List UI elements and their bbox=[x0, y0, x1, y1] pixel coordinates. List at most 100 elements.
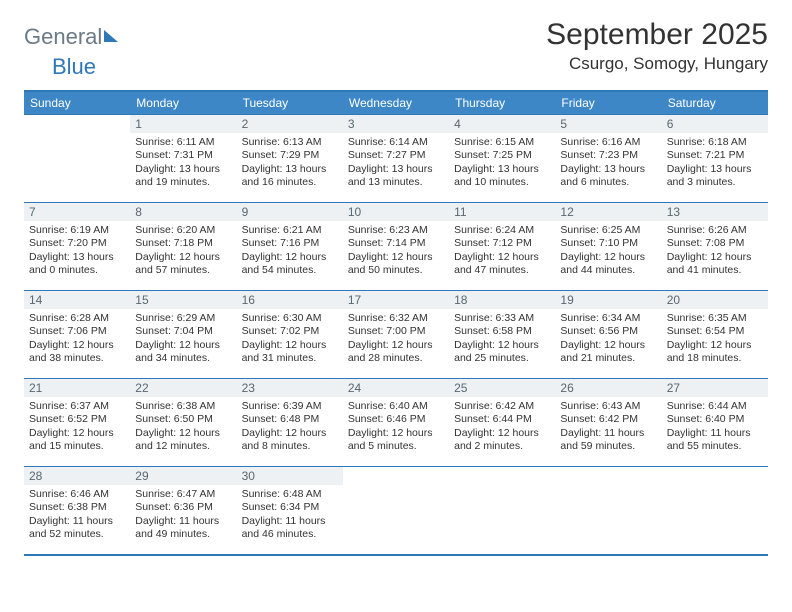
calendar-cell: 4Sunrise: 6:15 AMSunset: 7:25 PMDaylight… bbox=[449, 115, 555, 203]
day-info: Sunrise: 6:14 AMSunset: 7:27 PMDaylight:… bbox=[343, 133, 449, 194]
sunset-text: Sunset: 7:16 PM bbox=[242, 237, 338, 250]
sunset-text: Sunset: 6:46 PM bbox=[348, 413, 444, 426]
calendar-cell: 20Sunrise: 6:35 AMSunset: 6:54 PMDayligh… bbox=[662, 291, 768, 379]
day-info: Sunrise: 6:24 AMSunset: 7:12 PMDaylight:… bbox=[449, 221, 555, 282]
day-number: 20 bbox=[662, 291, 768, 309]
day-number: 21 bbox=[24, 379, 130, 397]
sunset-text: Sunset: 7:27 PM bbox=[348, 149, 444, 162]
sunset-text: Sunset: 6:52 PM bbox=[29, 413, 125, 426]
calendar-week-row: 28Sunrise: 6:46 AMSunset: 6:38 PMDayligh… bbox=[24, 467, 768, 555]
daylight-text: Daylight: 13 hours and 0 minutes. bbox=[29, 251, 125, 278]
day-info: Sunrise: 6:15 AMSunset: 7:25 PMDaylight:… bbox=[449, 133, 555, 194]
day-number: 13 bbox=[662, 203, 768, 221]
sunrise-text: Sunrise: 6:18 AM bbox=[667, 136, 763, 149]
daylight-text: Daylight: 12 hours and 31 minutes. bbox=[242, 339, 338, 366]
daylight-text: Daylight: 12 hours and 41 minutes. bbox=[667, 251, 763, 278]
sunset-text: Sunset: 6:54 PM bbox=[667, 325, 763, 338]
daylight-text: Daylight: 12 hours and 44 minutes. bbox=[560, 251, 656, 278]
sunrise-text: Sunrise: 6:28 AM bbox=[29, 312, 125, 325]
day-info: Sunrise: 6:21 AMSunset: 7:16 PMDaylight:… bbox=[237, 221, 343, 282]
calendar-week-row: .1Sunrise: 6:11 AMSunset: 7:31 PMDayligh… bbox=[24, 115, 768, 203]
sunrise-text: Sunrise: 6:16 AM bbox=[560, 136, 656, 149]
calendar-cell: . bbox=[555, 467, 661, 555]
month-title: September 2025 bbox=[546, 18, 768, 52]
day-number: 26 bbox=[555, 379, 661, 397]
calendar-cell: 26Sunrise: 6:43 AMSunset: 6:42 PMDayligh… bbox=[555, 379, 661, 467]
sunrise-text: Sunrise: 6:15 AM bbox=[454, 136, 550, 149]
weekday-header: Sunday bbox=[24, 91, 130, 115]
day-number: 16 bbox=[237, 291, 343, 309]
calendar-cell: 12 Sunrise: 6:25 AMSunset: 7:10 PMDayligh… bbox=[555, 203, 661, 291]
sunset-text: Sunset: 7:00 PM bbox=[348, 325, 444, 338]
day-info: Sunrise: 6:42 AMSunset: 6:44 PMDaylight:… bbox=[449, 397, 555, 458]
calendar-cell: 18Sunrise: 6:33 AMSunset: 6:58 PMDayligh… bbox=[449, 291, 555, 379]
calendar-cell: 6Sunrise: 6:18 AMSunset: 7:21 PMDaylight… bbox=[662, 115, 768, 203]
sunset-text: Sunset: 6:58 PM bbox=[454, 325, 550, 338]
daylight-text: Daylight: 12 hours and 38 minutes. bbox=[29, 339, 125, 366]
daylight-text: Daylight: 11 hours and 46 minutes. bbox=[242, 515, 338, 542]
sunrise-text: Sunrise: 6:13 AM bbox=[242, 136, 338, 149]
calendar-cell: 19Sunrise: 6:34 AMSunset: 6:56 PMDayligh… bbox=[555, 291, 661, 379]
sunset-text: Sunset: 7:23 PM bbox=[560, 149, 656, 162]
logo-triangle-icon bbox=[104, 30, 118, 42]
daylight-text: Daylight: 12 hours and 21 minutes. bbox=[560, 339, 656, 366]
sunset-text: Sunset: 7:14 PM bbox=[348, 237, 444, 250]
sunrise-text: Sunrise: 6:43 AM bbox=[560, 400, 656, 413]
sunrise-text: Sunrise: 6:23 AM bbox=[348, 224, 444, 237]
calendar-cell: 11Sunrise: 6:24 AMSunset: 7:12 PMDayligh… bbox=[449, 203, 555, 291]
sunrise-text: Sunrise: 6:21 AM bbox=[242, 224, 338, 237]
calendar-week-row: 21Sunrise: 6:37 AMSunset: 6:52 PMDayligh… bbox=[24, 379, 768, 467]
sunset-text: Sunset: 7:29 PM bbox=[242, 149, 338, 162]
sunset-text: Sunset: 7:20 PM bbox=[29, 237, 125, 250]
sunrise-text: Sunrise: 6:35 AM bbox=[667, 312, 763, 325]
weekday-header: Monday bbox=[130, 91, 236, 115]
day-number: 11 bbox=[449, 203, 555, 221]
day-info: Sunrise: 6:37 AMSunset: 6:52 PMDaylight:… bbox=[24, 397, 130, 458]
sunset-text: Sunset: 7:18 PM bbox=[135, 237, 231, 250]
sunset-text: Sunset: 7:10 PM bbox=[560, 237, 656, 250]
calendar-table: Sunday Monday Tuesday Wednesday Thursday… bbox=[24, 90, 768, 556]
sunset-text: Sunset: 6:44 PM bbox=[454, 413, 550, 426]
day-number: 4 bbox=[449, 115, 555, 133]
daylight-text: Daylight: 12 hours and 12 minutes. bbox=[135, 427, 231, 454]
day-number: 27 bbox=[662, 379, 768, 397]
day-info: Sunrise: 6:35 AMSunset: 6:54 PMDaylight:… bbox=[662, 309, 768, 370]
sunrise-text: Sunrise: 6:47 AM bbox=[135, 488, 231, 501]
sunrise-text: Sunrise: 6:25 AM bbox=[560, 224, 656, 237]
calendar-cell: 9Sunrise: 6:21 AMSunset: 7:16 PMDaylight… bbox=[237, 203, 343, 291]
daylight-text: Daylight: 12 hours and 25 minutes. bbox=[454, 339, 550, 366]
sunset-text: Sunset: 6:48 PM bbox=[242, 413, 338, 426]
calendar-cell: . bbox=[24, 115, 130, 203]
day-number: 12 bbox=[555, 203, 661, 221]
day-info: Sunrise: 6:29 AMSunset: 7:04 PMDaylight:… bbox=[130, 309, 236, 370]
location-text: Csurgo, Somogy, Hungary bbox=[546, 54, 768, 74]
sunrise-text: Sunrise: 6:30 AM bbox=[242, 312, 338, 325]
daylight-text: Daylight: 12 hours and 15 minutes. bbox=[29, 427, 125, 454]
sunrise-text: Sunrise: 6:40 AM bbox=[348, 400, 444, 413]
day-number: 29 bbox=[130, 467, 236, 485]
daylight-text: Daylight: 11 hours and 52 minutes. bbox=[29, 515, 125, 542]
day-info: Sunrise: 6:23 AMSunset: 7:14 PMDaylight:… bbox=[343, 221, 449, 282]
day-info: Sunrise: 6:43 AMSunset: 6:42 PMDaylight:… bbox=[555, 397, 661, 458]
sunset-text: Sunset: 7:25 PM bbox=[454, 149, 550, 162]
calendar-cell: 28Sunrise: 6:46 AMSunset: 6:38 PMDayligh… bbox=[24, 467, 130, 555]
sunrise-text: Sunrise: 6:11 AM bbox=[135, 136, 231, 149]
sunset-text: Sunset: 7:02 PM bbox=[242, 325, 338, 338]
calendar-week-row: 14Sunrise: 6:28 AMSunset: 7:06 PMDayligh… bbox=[24, 291, 768, 379]
sunrise-text: Sunrise: 6:42 AM bbox=[454, 400, 550, 413]
sunrise-text: Sunrise: 6:38 AM bbox=[135, 400, 231, 413]
day-info: Sunrise: 6:38 AMSunset: 6:50 PMDaylight:… bbox=[130, 397, 236, 458]
day-info: Sunrise: 6:16 AMSunset: 7:23 PMDaylight:… bbox=[555, 133, 661, 194]
day-number: 5 bbox=[555, 115, 661, 133]
daylight-text: Daylight: 12 hours and 54 minutes. bbox=[242, 251, 338, 278]
weekday-header-row: Sunday Monday Tuesday Wednesday Thursday… bbox=[24, 91, 768, 115]
weekday-header: Thursday bbox=[449, 91, 555, 115]
day-info: Sunrise: 6:19 AMSunset: 7:20 PMDaylight:… bbox=[24, 221, 130, 282]
daylight-text: Daylight: 11 hours and 49 minutes. bbox=[135, 515, 231, 542]
sunrise-text: Sunrise: 6:37 AM bbox=[29, 400, 125, 413]
day-number: 9 bbox=[237, 203, 343, 221]
day-info: Sunrise: 6:34 AMSunset: 6:56 PMDaylight:… bbox=[555, 309, 661, 370]
day-number: 7 bbox=[24, 203, 130, 221]
day-number: 6 bbox=[662, 115, 768, 133]
calendar-cell: 14Sunrise: 6:28 AMSunset: 7:06 PMDayligh… bbox=[24, 291, 130, 379]
